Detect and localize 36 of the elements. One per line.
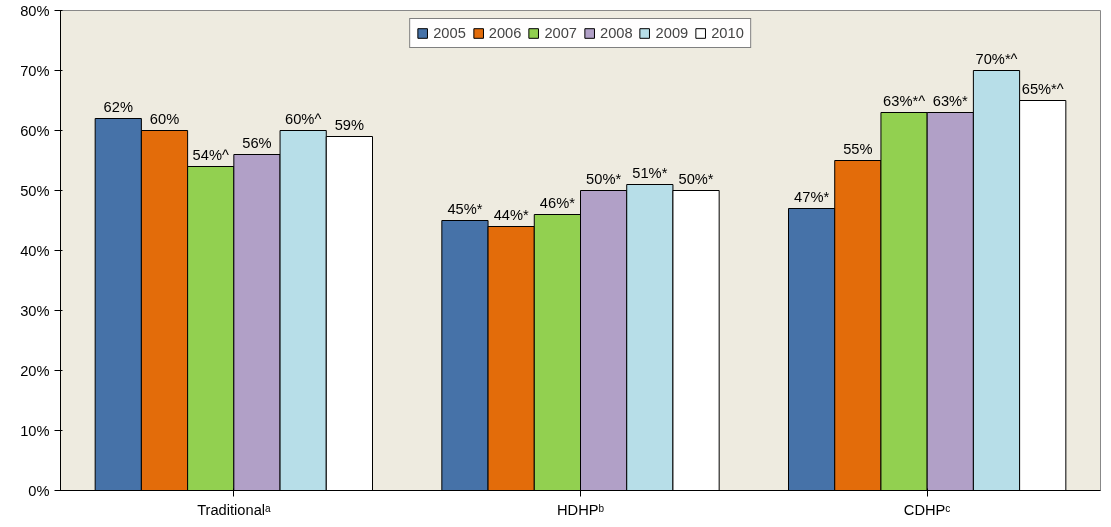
data-label: 70%*^ (975, 50, 1018, 67)
y-tick-label: 60% (20, 122, 50, 139)
x-tick-label: HDHPᵇ (556, 501, 605, 518)
y-tick-label: 30% (20, 302, 50, 319)
x-tick-label: CDHPᶜ (903, 501, 951, 518)
y-tick-label: 40% (20, 242, 50, 259)
data-label: 50%* (678, 170, 714, 187)
legend-label: 2009 (655, 25, 689, 41)
data-label: 65%*^ (1021, 80, 1064, 97)
data-label: 56% (242, 134, 272, 151)
y-tick-label: 80% (20, 2, 50, 19)
data-label: 63%*^ (883, 92, 926, 109)
data-label: 47%* (794, 188, 830, 205)
data-label: 44%* (493, 206, 529, 223)
data-label: 51%* (632, 164, 668, 181)
data-label: 60%^ (285, 110, 322, 127)
data-label: 59% (334, 116, 365, 133)
data-label: 50%* (586, 170, 622, 187)
legend-label: 2008 (600, 25, 633, 41)
legend-label: 2007 (544, 25, 577, 41)
legend-label: 2006 (488, 25, 522, 41)
y-tick-label: 50% (20, 182, 50, 199)
data-label: 46%* (539, 194, 576, 211)
legend-label: 2005 (433, 25, 466, 41)
data-label: 62% (103, 98, 133, 115)
y-tick-label: 10% (20, 422, 50, 439)
y-tick-label: 0% (28, 482, 50, 499)
data-label: 63%* (932, 92, 969, 109)
data-label: 60% (149, 110, 180, 127)
y-tick-label: 70% (20, 62, 50, 79)
y-tick-label: 20% (20, 362, 50, 379)
data-label: 55% (843, 140, 873, 157)
data-label: 45%* (447, 200, 483, 217)
legend-label: 2010 (711, 25, 744, 41)
data-label: 54%^ (192, 146, 229, 163)
x-tick-label: Traditionalᵃ (197, 501, 272, 518)
